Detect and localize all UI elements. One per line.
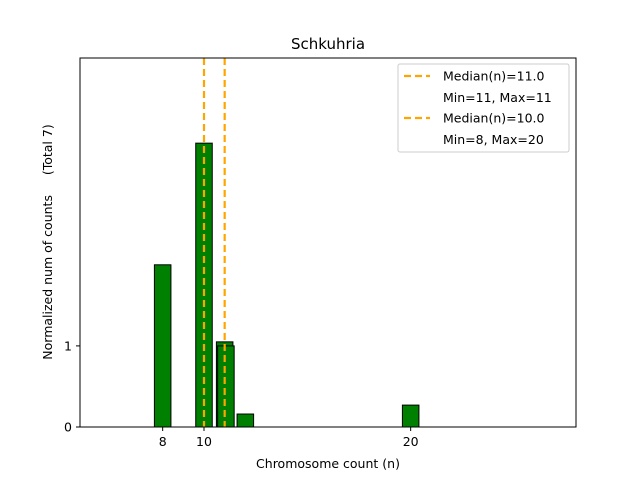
x-tick-label: 8 — [159, 434, 167, 449]
y-tick-label: 0 — [64, 420, 72, 435]
legend-entry-label: Median(n)=10.0 — [443, 111, 544, 126]
histogram-bar — [401, 404, 420, 428]
histogram-bar — [153, 264, 172, 428]
median-lines-layer — [202, 58, 226, 427]
plot-frame — [79, 57, 577, 428]
legend-entry-label: Min=8, Max=20 — [443, 132, 544, 147]
y-axis-label: Normalized num of counts (Total 7) — [40, 124, 55, 359]
histogram-bar — [236, 413, 255, 428]
ticks-layer: 8 10 20 0 1 — [64, 338, 419, 449]
y-tick-label: 1 — [64, 338, 72, 353]
legend-box — [397, 63, 570, 153]
legend: Median(n)=11.0 Min=11, Max=11 Median(n)=… — [397, 63, 570, 153]
histogram-bar — [217, 345, 235, 428]
x-axis-label: Chromosome count (n) — [256, 456, 400, 471]
bars-layer — [80, 142, 420, 428]
x-tick-label: 10 — [196, 434, 212, 449]
legend-entry-label: Min=11, Max=11 — [443, 90, 552, 105]
x-tick-label: 20 — [403, 434, 419, 449]
legend-entry-label: Median(n)=11.0 — [443, 69, 544, 84]
chart-title: Schkuhria — [291, 35, 365, 53]
